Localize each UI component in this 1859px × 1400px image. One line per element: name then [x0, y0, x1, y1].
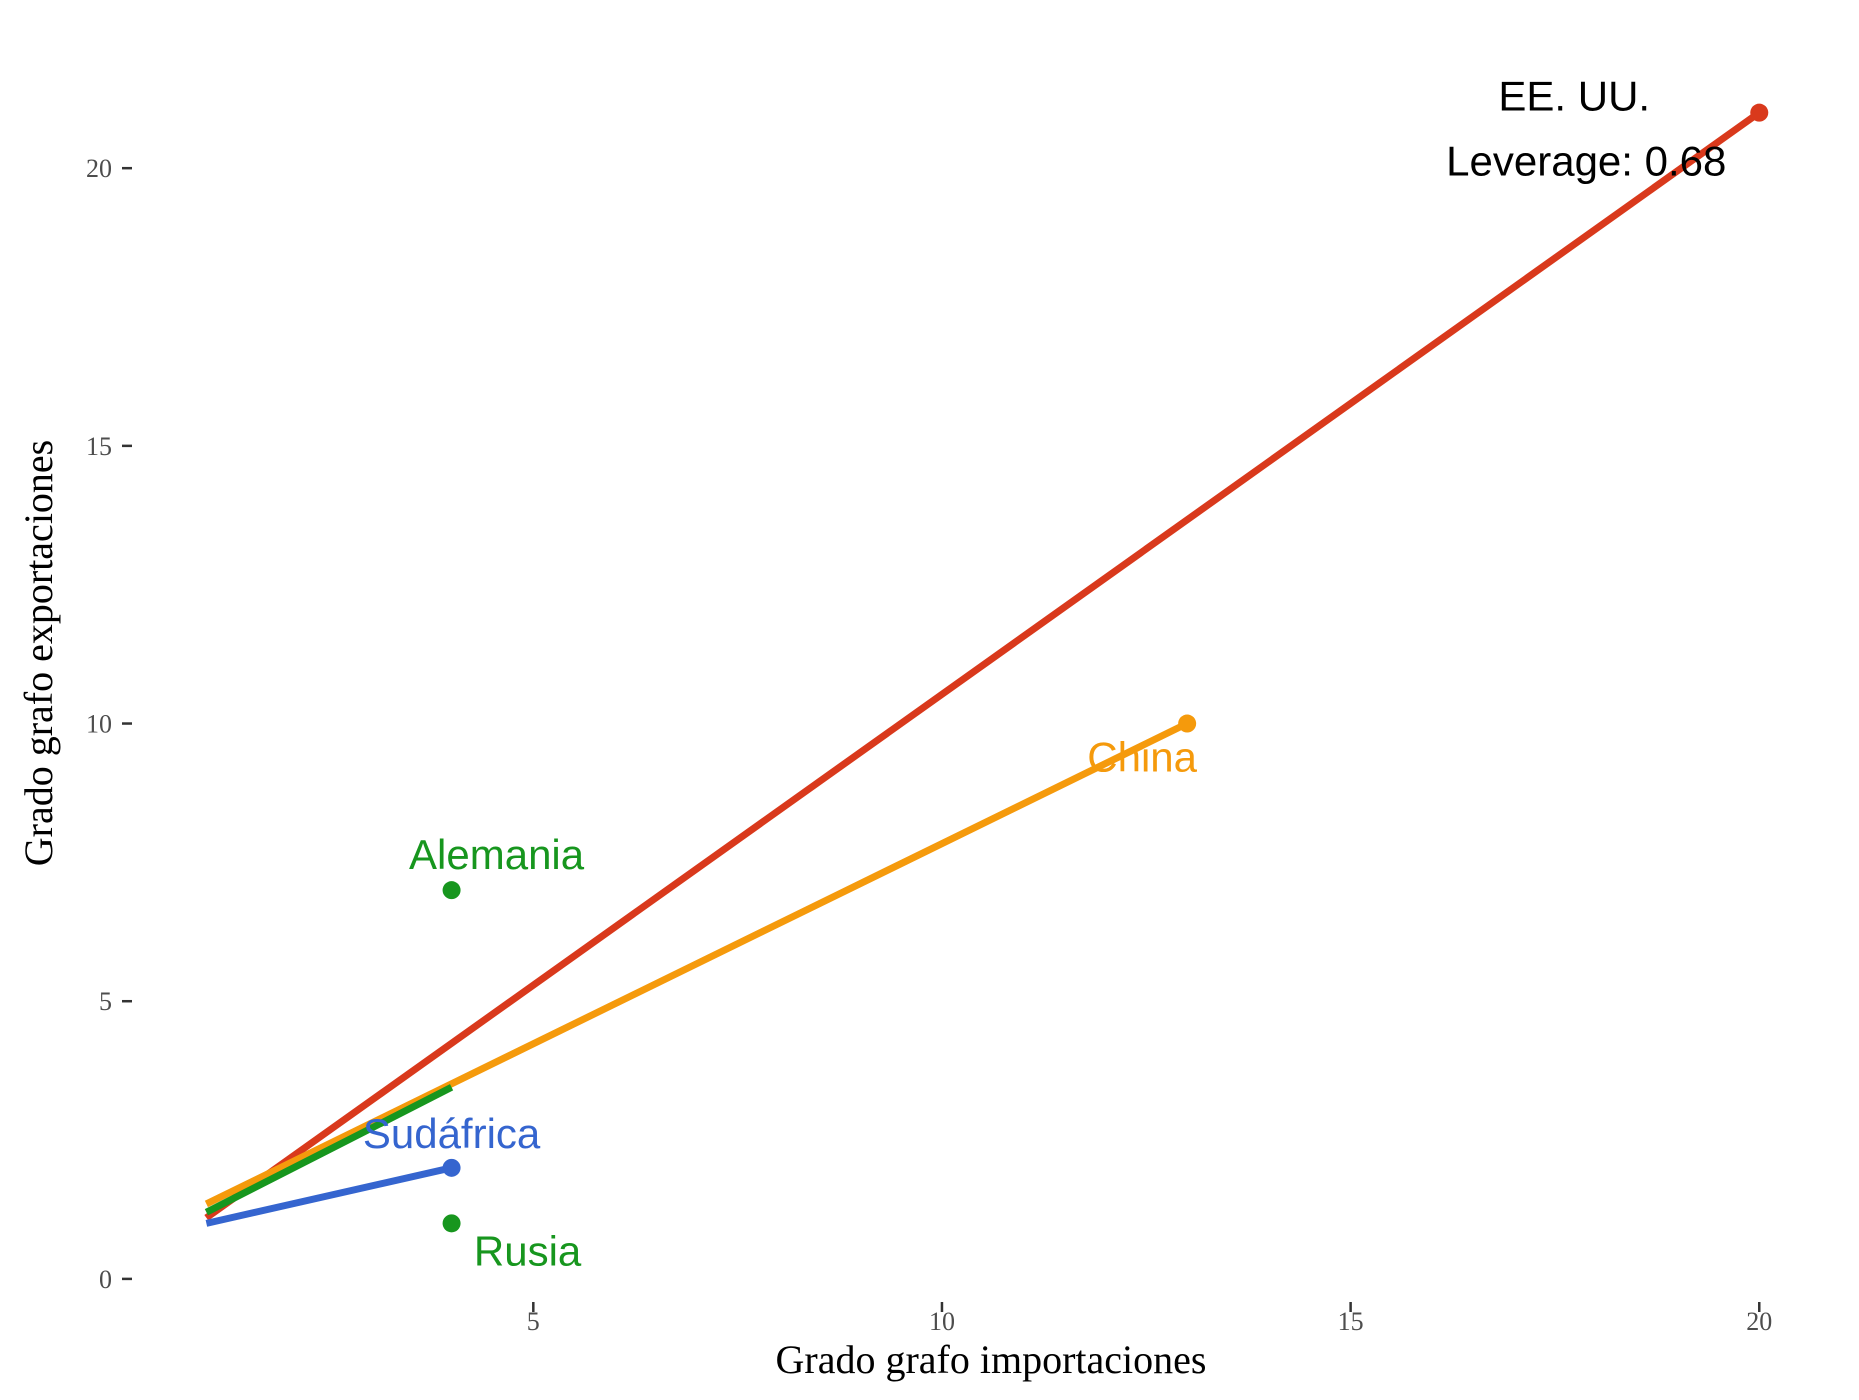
y-axis: 0 5 10 15 20	[86, 154, 132, 1294]
point-sudafrica	[442, 1158, 461, 1177]
point-label-rusia: Rusia	[474, 1227, 582, 1274]
point-label-us: EE. UU.	[1498, 73, 1650, 120]
point-label-china: China	[1087, 734, 1197, 781]
point-label-sudafrica: Sudáfrica	[363, 1110, 541, 1157]
y-tick-label-1: 5	[99, 987, 112, 1016]
x-axis: 5 10 15 20	[527, 1302, 1772, 1336]
fit-lines	[204, 109, 1762, 1227]
y-tick-label-0: 0	[99, 1265, 112, 1294]
x-tick-label-3: 20	[1746, 1307, 1772, 1336]
fit-line-china	[204, 720, 1189, 1208]
point-label-us-1: Leverage: 0.68	[1446, 138, 1726, 185]
data-points	[442, 103, 1769, 1233]
x-axis-title: Grado grafo importaciones	[776, 1337, 1207, 1382]
y-tick-label-4: 20	[86, 154, 112, 183]
fit-line-alemania-rusia	[204, 1084, 454, 1216]
y-tick-label-2: 10	[86, 710, 112, 739]
x-tick-label-2: 15	[1338, 1307, 1364, 1336]
point-label-alemania: Alemania	[409, 831, 585, 878]
point-labels: EE. UU. Leverage: 0.68 China Alemania Sudáfr…	[363, 73, 1727, 1275]
point-alemania	[442, 881, 461, 900]
fit-line-sudafrica	[205, 1164, 453, 1227]
fit-line-us	[204, 109, 1762, 1221]
y-axis-title: Grado grafo exportaciones	[16, 440, 61, 866]
point-us	[1750, 103, 1769, 122]
x-tick-label-1: 10	[929, 1307, 955, 1336]
point-china	[1178, 714, 1197, 733]
x-tick-label-0: 5	[527, 1307, 540, 1336]
y-tick-label-3: 15	[86, 432, 112, 461]
point-rusia	[442, 1214, 461, 1233]
